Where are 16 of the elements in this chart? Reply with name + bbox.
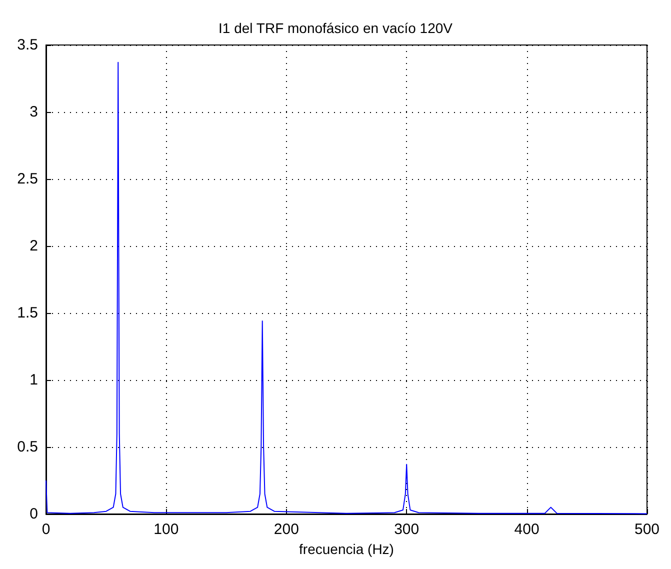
x-tick-label: 200 (274, 521, 299, 538)
y-tick-label: 3.5 (17, 36, 38, 54)
x-tick-label: 500 (634, 521, 660, 538)
y-tick-label: 0 (30, 506, 38, 522)
y-tick-label: 1.5 (17, 304, 38, 322)
y-tick-label: 3 (30, 104, 38, 120)
x-tick-label: 300 (394, 521, 420, 538)
x-tick-label: 400 (514, 521, 540, 538)
x-axis-title: frecuencia (Hz) (299, 541, 394, 557)
y-tick-label: 2 (30, 238, 38, 254)
chart-title: I1 del TRF monofásico en vacío 120V (218, 20, 454, 36)
y-tick-label: 0.5 (17, 438, 38, 456)
y-tick-label: 2.5 (17, 170, 38, 188)
y-tick-label: 1 (30, 372, 38, 388)
x-tick-label: 0 (42, 521, 50, 538)
x-tick-label: 100 (154, 521, 179, 538)
